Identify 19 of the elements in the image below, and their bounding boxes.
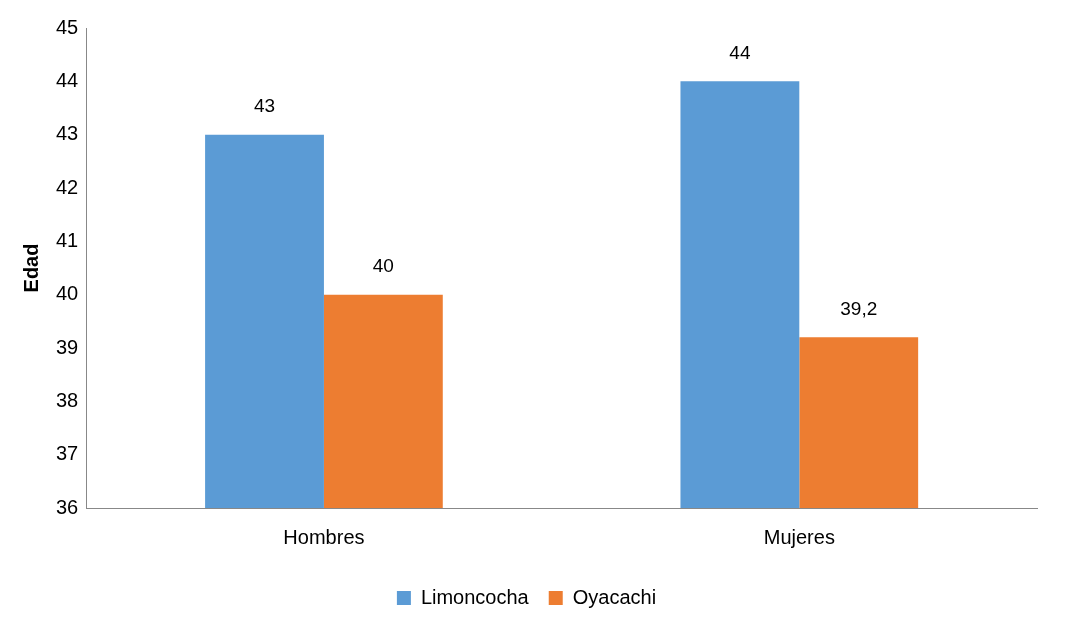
x-tick-label: Mujeres [763,525,835,548]
y-tick-label: 37 [56,442,79,465]
legend-label: Limoncocha [420,585,530,608]
data-label: 39,2 [840,298,878,320]
data-label: 40 [372,255,394,277]
y-tick-label: 39 [56,335,79,358]
y-tick-label: 43 [56,122,79,145]
y-tick-label: 42 [56,175,79,198]
y-tick-label: 41 [56,228,79,251]
legend-label: Oyacachi [572,585,657,608]
data-label: 44 [729,42,751,64]
data-label: 43 [253,95,276,117]
y-tick-label: 45 [56,15,79,38]
x-tick-label: Hombres [283,525,365,548]
y-axis-title: Edad [19,243,42,293]
y-tick-label: 40 [56,282,79,305]
y-tick-label: 44 [56,68,79,91]
y-tick-label: 38 [56,388,79,411]
y-tick-label: 36 [56,495,79,518]
